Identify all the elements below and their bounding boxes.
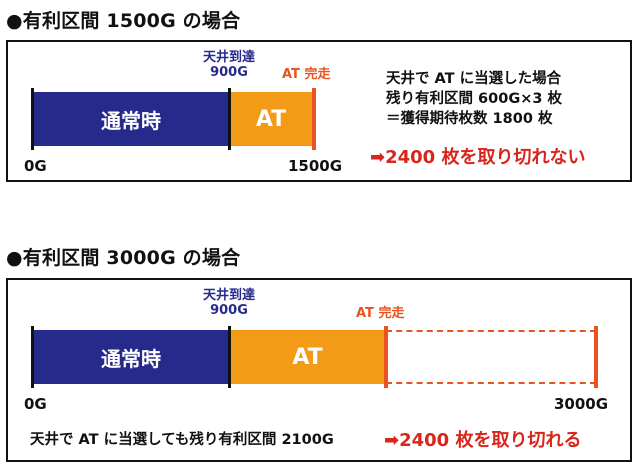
- section1-at-bar-label: AT: [255, 106, 287, 132]
- section2-ceiling-label: 天井到達 900G: [196, 288, 262, 318]
- section1-ceiling-label-games: 900G: [210, 65, 248, 80]
- section2-at-end-label: AT 完走: [356, 306, 405, 321]
- section1-at-end-label: AT 完走: [282, 67, 331, 82]
- section1-at-bar: AT: [229, 92, 313, 146]
- section1-note: 天井で AT に当選した場合 残り有利区間 600G×3 枚 ＝獲得期待枚数 1…: [386, 69, 562, 129]
- section2-ceiling-tick: [228, 326, 231, 388]
- section2-axis-start: 0G: [24, 395, 47, 413]
- section2-at-end-tick: [384, 326, 388, 388]
- section1-axis-end: 1500G: [288, 157, 343, 175]
- section2-end-tick: [594, 326, 598, 388]
- section1-ceiling-label-title: 天井到達: [202, 50, 255, 65]
- section2-at-bar-label: AT: [292, 344, 323, 370]
- section2-normal-bar-label: 通常時: [101, 346, 161, 371]
- section1-axis-start: 0G: [24, 157, 47, 175]
- section2-axis-end: 3000G: [554, 395, 609, 413]
- section2-normal-bar: 通常時: [33, 330, 229, 384]
- section1-ceiling-label: 天井到達 900G: [196, 50, 262, 80]
- section2-at-bar: AT: [229, 330, 386, 384]
- section2-ceiling-label-title: 天井到達: [202, 288, 255, 303]
- section2-remaining-range: [386, 330, 596, 384]
- section1-result: ➡2400 枚を取り切れない: [370, 147, 586, 168]
- section2-note: 天井で AT に当選しても残り有利区間 2100G: [30, 432, 334, 448]
- section1-heading: ●有利区間 1500G の場合: [6, 10, 241, 32]
- section1-note-line2: 残り有利区間 600G×3 枚: [386, 91, 563, 107]
- section2-result: ➡2400 枚を取り切れる: [384, 430, 582, 451]
- section1-start-tick: [31, 88, 34, 150]
- section1-end-tick: [312, 88, 316, 150]
- section1-normal-bar-label: 通常時: [101, 108, 161, 133]
- section2-ceiling-label-games: 900G: [210, 303, 248, 318]
- section1-normal-bar: 通常時: [33, 92, 229, 146]
- section2-heading: ●有利区間 3000G の場合: [6, 247, 241, 269]
- section2-start-tick: [31, 326, 34, 388]
- section1-ceiling-tick: [228, 88, 231, 150]
- section1-note-line3: ＝獲得期待枚数 1800 枚: [386, 111, 553, 127]
- section1-note-line1: 天井で AT に当選した場合: [386, 71, 562, 87]
